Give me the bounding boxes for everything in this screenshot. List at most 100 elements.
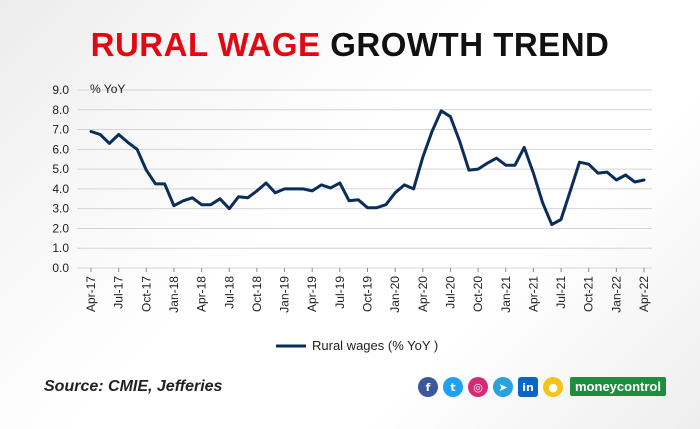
data-point: [228, 207, 231, 210]
data-point: [311, 189, 314, 193]
data-point: [532, 171, 535, 175]
data-point: [458, 140, 461, 143]
data-point: [384, 203, 388, 206]
data-point: [467, 168, 471, 172]
y-tick-label: 9.0: [52, 83, 69, 97]
data-point: [541, 201, 544, 204]
data-point: [117, 133, 120, 136]
data-point: [605, 170, 609, 174]
facebook-icon[interactable]: f: [418, 377, 438, 397]
x-tick-label: Oct-19: [361, 276, 375, 312]
x-tick-label: Jan-18: [167, 276, 181, 313]
x-tick-label: Apr-18: [195, 276, 209, 312]
x-tick-label: Apr-19: [305, 276, 319, 312]
title-highlight: RURAL WAGE: [90, 26, 321, 63]
data-point: [292, 187, 295, 191]
x-tick-label: Oct-20: [471, 276, 485, 312]
data-point: [246, 196, 249, 199]
data-point: [347, 199, 351, 202]
data-point: [559, 218, 563, 221]
data-point: [163, 182, 166, 186]
x-tick-label: Apr-17: [84, 276, 98, 312]
data-point: [366, 206, 369, 209]
data-point: [255, 189, 259, 193]
x-tick-label: Oct-17: [139, 276, 153, 312]
data-point: [200, 203, 203, 206]
page-title: RURAL WAGE GROWTH TREND: [0, 26, 700, 64]
data-point: [504, 163, 507, 167]
x-tick-label: Apr-20: [416, 276, 430, 312]
data-point: [320, 183, 323, 187]
x-tick-label: Jul-21: [554, 276, 568, 309]
data-point: [218, 197, 222, 200]
y-tick-label: 5.0: [52, 162, 69, 176]
x-tick-label: Jan-20: [388, 276, 402, 313]
data-point: [154, 182, 157, 186]
data-point: [587, 162, 590, 166]
x-tick-label: Oct-21: [582, 276, 596, 312]
data-point: [375, 206, 378, 209]
data-point: [522, 146, 526, 149]
data-point: [99, 133, 102, 136]
data-point: [181, 199, 185, 202]
title-rest: GROWTH TREND: [330, 26, 610, 63]
data-point: [569, 189, 572, 193]
data-point: [283, 187, 286, 191]
y-tick-label: 3.0: [52, 202, 69, 216]
y-tick-label: 0.0: [52, 261, 69, 275]
data-point: [393, 191, 397, 195]
data-point: [642, 178, 646, 182]
y-tick-label: 1.0: [52, 241, 69, 255]
data-point: [624, 173, 627, 177]
data-point: [550, 223, 554, 226]
data-point: [329, 186, 332, 190]
x-tick-label: Oct-18: [250, 276, 264, 312]
instagram-icon[interactable]: ◎: [468, 377, 488, 397]
data-point: [412, 187, 415, 191]
brand-logo: moneycontrol: [570, 377, 666, 396]
x-tick-label: Jul-19: [333, 276, 347, 309]
data-point: [430, 130, 434, 133]
x-tick-label: Jan-22: [609, 276, 623, 313]
y-tick-label: 8.0: [52, 103, 69, 117]
x-tick-label: Jan-19: [278, 276, 292, 313]
data-point: [274, 191, 277, 195]
legend-label: Rural wages (% YoY ): [312, 338, 438, 353]
data-point: [403, 183, 406, 187]
data-point: [89, 130, 93, 133]
data-point: [145, 168, 148, 172]
data-point: [486, 161, 489, 165]
linkedin-icon[interactable]: in: [518, 377, 538, 397]
data-point: [615, 178, 618, 182]
x-tick-label: Jan-21: [499, 276, 513, 313]
y-tick-label: 4.0: [52, 182, 69, 196]
data-point: [237, 195, 240, 198]
data-point: [264, 181, 268, 185]
x-tick-label: Apr-21: [526, 276, 540, 312]
y-tick-label: 2.0: [52, 221, 69, 235]
x-tick-label: Jul-20: [443, 276, 457, 309]
data-point: [449, 115, 452, 118]
data-point: [633, 180, 636, 184]
data-point: [421, 156, 424, 159]
source-note: Source: CMIE, Jefferies: [44, 378, 223, 395]
data-point: [513, 163, 517, 167]
data-point: [209, 203, 213, 206]
data-point: [495, 157, 498, 160]
twitter-icon[interactable]: t: [443, 377, 463, 397]
data-point: [476, 167, 480, 171]
data-point: [440, 109, 443, 112]
data-point: [301, 187, 305, 191]
data-point: [126, 141, 130, 144]
data-point: [135, 148, 139, 151]
data-point: [338, 181, 342, 185]
x-tick-label: Jul-17: [112, 276, 126, 309]
data-point: [191, 196, 194, 199]
data-point: [108, 142, 111, 145]
y-axis-label: % YoY: [90, 82, 125, 96]
telegram-icon[interactable]: ➤: [493, 377, 513, 397]
koo-icon[interactable]: ●: [543, 377, 563, 397]
data-point: [596, 171, 600, 175]
